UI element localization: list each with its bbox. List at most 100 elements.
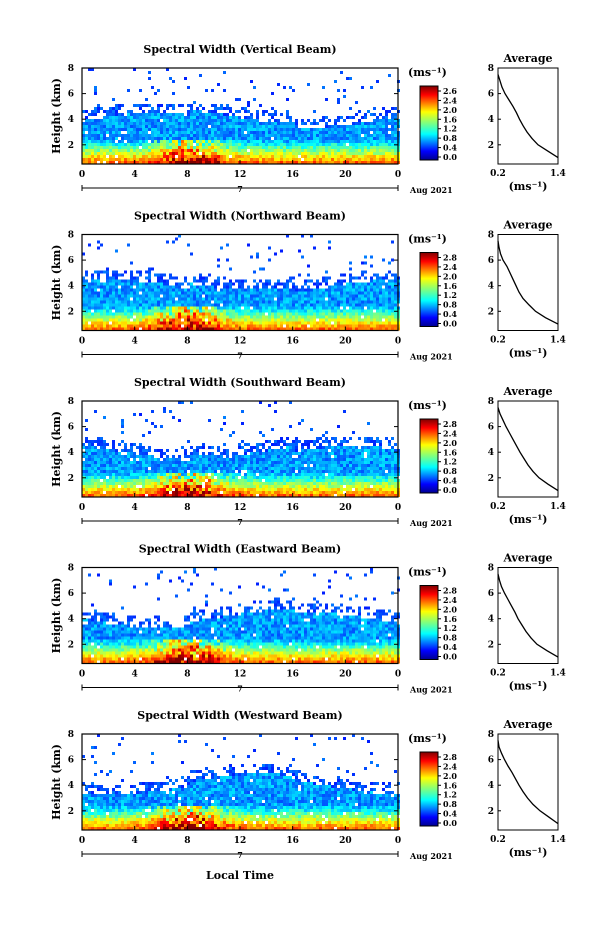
heatmap-cell xyxy=(232,152,235,155)
heatmap-cell xyxy=(349,134,352,137)
heatmap-cell xyxy=(367,312,370,316)
heatmap-cell xyxy=(340,324,343,328)
heatmap-cell xyxy=(139,494,142,497)
heatmap-cell xyxy=(175,134,178,137)
heatmap-cell xyxy=(118,134,121,137)
heatmap-cell xyxy=(142,288,145,292)
heatmap-cell xyxy=(229,467,232,470)
heatmap-cell xyxy=(82,464,85,467)
heatmap-cell xyxy=(217,279,220,283)
heatmap-cell xyxy=(136,143,139,146)
heatmap-cell xyxy=(310,155,313,158)
heatmap-cell xyxy=(235,303,238,307)
heatmap-cell xyxy=(217,309,220,313)
heatmap-cell xyxy=(130,482,133,485)
heatmap-cell xyxy=(385,161,388,164)
heatmap-cell xyxy=(253,125,256,128)
heatmap-cell xyxy=(199,273,202,277)
heatmap-cell xyxy=(202,279,205,283)
heatmap-cell xyxy=(88,494,91,497)
heatmap-cell xyxy=(172,491,175,494)
heatmap-cell xyxy=(220,306,223,310)
x-tick-label: 4 xyxy=(132,337,138,347)
heatmap-cell xyxy=(271,309,274,313)
heatmap-cell xyxy=(208,155,211,158)
heatmap-cell xyxy=(106,131,109,134)
heatmap-cell xyxy=(343,312,346,316)
heatmap-cell xyxy=(223,488,226,491)
heatmap-cell xyxy=(88,285,91,289)
heatmap-cell xyxy=(118,470,121,473)
heatmap-cell xyxy=(223,128,226,131)
heatmap-cell xyxy=(175,479,178,482)
heatmap-cell xyxy=(388,161,391,164)
heatmap-cell xyxy=(388,143,391,146)
heatmap-cell xyxy=(88,446,91,449)
heatmap-cell xyxy=(358,152,361,155)
heatmap-cell xyxy=(211,113,214,116)
heatmap-cell xyxy=(361,312,364,316)
heatmap-cell xyxy=(280,479,283,482)
heatmap-cell xyxy=(259,137,262,140)
colorbar-tick-label: 0.0 xyxy=(443,152,457,162)
heatmap-cell xyxy=(199,285,202,289)
heatmap-cell xyxy=(133,309,136,313)
heatmap-cell xyxy=(262,446,265,449)
heatmap-cell xyxy=(130,110,133,113)
heatmap-cell xyxy=(121,440,124,443)
heatmap-cell xyxy=(196,318,199,322)
heatmap-cell xyxy=(109,473,112,476)
heatmap-cell xyxy=(319,324,322,328)
heatmap-cell xyxy=(391,119,394,122)
heatmap-cell xyxy=(280,488,283,491)
heatmap-cell xyxy=(313,134,316,137)
heatmap-cell xyxy=(97,455,100,458)
heatmap-cell xyxy=(334,294,337,298)
heatmap-cell xyxy=(349,276,352,280)
heatmap-cell xyxy=(367,131,370,134)
heatmap-cell xyxy=(307,140,310,143)
heatmap-cell xyxy=(187,315,190,319)
heatmap-cell xyxy=(214,473,217,476)
heatmap-cell xyxy=(346,324,349,328)
heatmap-cell xyxy=(379,158,382,161)
heatmap-cell xyxy=(181,104,184,107)
heatmap-cell xyxy=(331,125,334,128)
heatmap-cell xyxy=(175,119,178,122)
heatmap-cell xyxy=(334,288,337,292)
heatmap-cell xyxy=(238,119,241,122)
heatmap-cell xyxy=(301,315,304,319)
heatmap-cell xyxy=(109,461,112,464)
heatmap-cell xyxy=(232,158,235,161)
heatmap-cell xyxy=(301,327,304,331)
heatmap-cell xyxy=(382,291,385,295)
heatmap-cell xyxy=(82,134,85,137)
heatmap-cell xyxy=(244,294,247,298)
heatmap-cell xyxy=(391,279,394,283)
heatmap-cell xyxy=(181,446,184,449)
heatmap-cell xyxy=(304,143,307,146)
heatmap-cell xyxy=(208,318,211,322)
heatmap-cell xyxy=(127,155,130,158)
heatmap-cell xyxy=(292,276,295,280)
heatmap-cell xyxy=(100,158,103,161)
profile-title: Average xyxy=(502,52,552,65)
heatmap-cell xyxy=(355,288,358,292)
heatmap-cell xyxy=(130,273,133,277)
heatmap-cell xyxy=(148,158,151,161)
heatmap-cell xyxy=(343,300,346,304)
heatmap-cell xyxy=(211,494,214,497)
heatmap-cell xyxy=(136,479,139,482)
heatmap-cell xyxy=(199,309,202,313)
heatmap-cell xyxy=(208,288,211,292)
heatmap-cell xyxy=(301,303,304,307)
heatmap-cell xyxy=(394,282,397,286)
heatmap-cell xyxy=(208,485,211,488)
heatmap-cell xyxy=(211,488,214,491)
heatmap-cell xyxy=(157,482,160,485)
heatmap-cell xyxy=(172,306,175,310)
heatmap-cell xyxy=(238,152,241,155)
heatmap-cell xyxy=(82,470,85,473)
heatmap-cell xyxy=(106,306,109,310)
heatmap-cell xyxy=(370,140,373,143)
